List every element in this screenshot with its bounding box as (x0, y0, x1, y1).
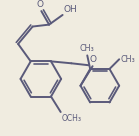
Text: CH₃: CH₃ (120, 55, 135, 64)
Text: CH₃: CH₃ (80, 44, 95, 53)
Text: O: O (37, 0, 44, 9)
Text: O: O (90, 55, 97, 64)
Text: OCH₃: OCH₃ (62, 114, 82, 123)
Text: OH: OH (64, 5, 77, 14)
